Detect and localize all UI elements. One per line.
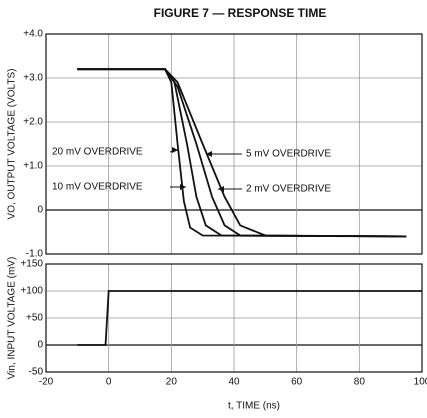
line <box>77 68 407 238</box>
y-tick-label: +50 <box>26 313 43 324</box>
y-tick-label: -1.0 <box>26 249 44 260</box>
plot-frame <box>45 33 423 255</box>
y-axis-label: VO, OUTPUT VOLTAGE (VOLTS) <box>7 69 18 220</box>
arrow-head <box>172 147 178 153</box>
annotation: 10 mV OVERDRIVE <box>52 182 143 193</box>
arrow-head <box>206 151 212 157</box>
line <box>77 290 422 346</box>
annotation: 20 mV OVERDRIVE <box>52 147 143 158</box>
y-axis-label: Vin, INPUT VOLTAGE (mV) <box>7 257 18 380</box>
chart-title: FIGURE 7 — RESPONSE TIME <box>154 6 327 20</box>
x-tick-label: 20 <box>166 377 178 388</box>
x-axis-label: t, TIME (ns) <box>228 401 280 412</box>
x-tick-label: 0 <box>106 377 112 388</box>
plot-frame <box>45 263 423 373</box>
x-tick-label: 40 <box>228 377 240 388</box>
x-tick-label: 100 <box>414 377 427 388</box>
arrow-head <box>218 186 224 192</box>
x-tick-label: -20 <box>39 377 54 388</box>
y-tick-label: +3.0 <box>23 73 43 84</box>
annotation: 2 mV OVERDRIVE <box>246 184 331 195</box>
y-tick-label: 0 <box>37 340 43 351</box>
y-tick-label: +4.0 <box>23 29 43 40</box>
y-tick-label: +2.0 <box>23 117 43 128</box>
x-tick-label: 80 <box>354 377 366 388</box>
arrow-head <box>180 184 186 190</box>
y-tick-label: +150 <box>20 259 43 270</box>
annotation: 5 mV OVERDRIVE <box>246 149 331 160</box>
y-tick-label: -50 <box>29 367 44 378</box>
x-tick-label: 60 <box>291 377 303 388</box>
y-tick-label: 0 <box>37 205 43 216</box>
y-tick-label: +1.0 <box>23 161 43 172</box>
y-tick-label: +100 <box>20 286 43 297</box>
